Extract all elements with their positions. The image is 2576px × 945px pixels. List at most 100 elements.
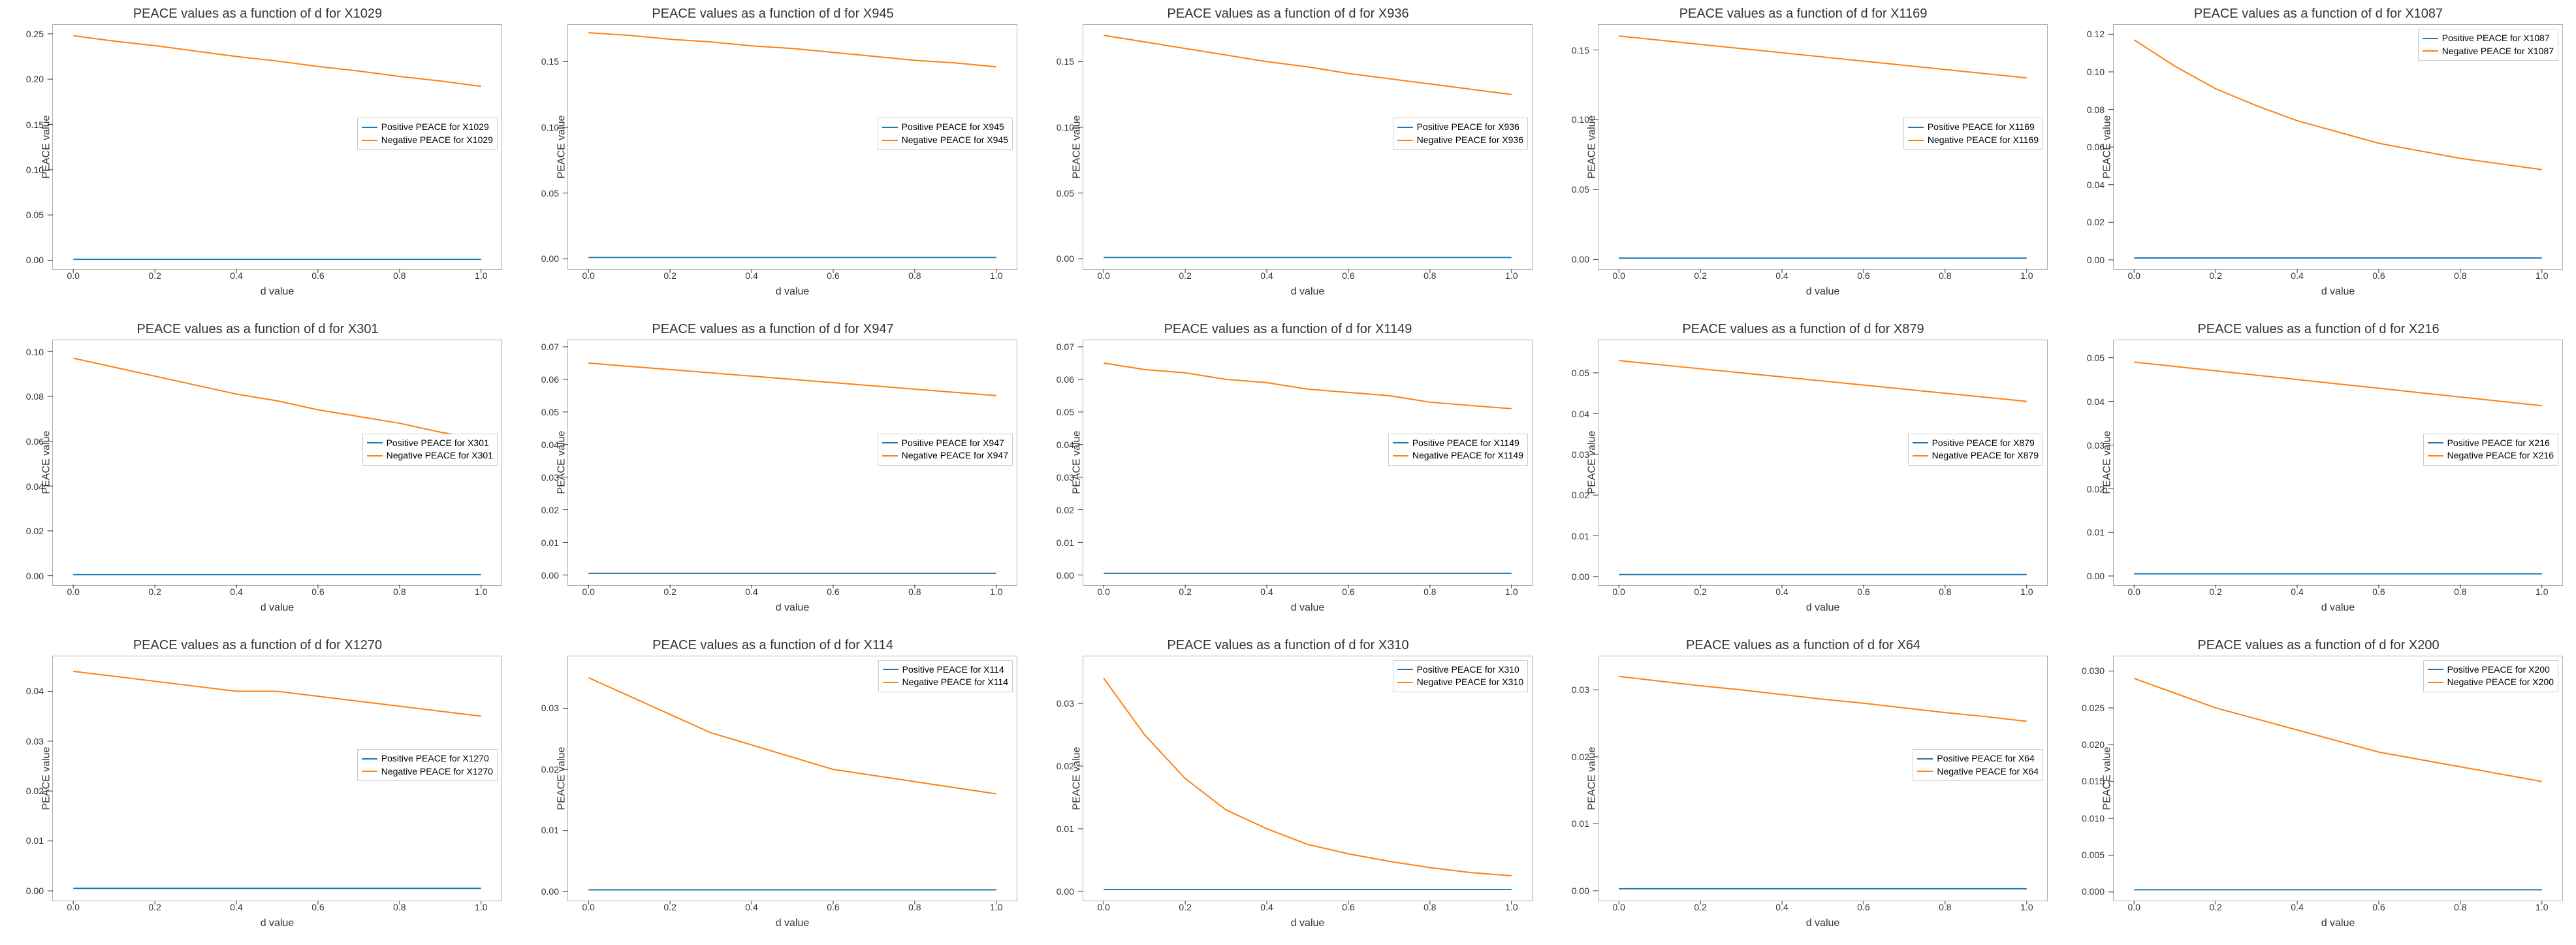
y-tick: 0.05 [541, 407, 559, 417]
legend-row-positive: Positive PEACE for X114 [883, 664, 1008, 677]
x-tick: 0.6 [311, 586, 324, 597]
x-tick: 0.8 [393, 270, 405, 281]
chart-panel-x216: PEACE values as a function of d for X216… [2067, 322, 2569, 618]
y-tick: 0.10 [26, 347, 44, 357]
x-tick: 0.2 [1694, 586, 1706, 597]
y-tick: 0.07 [1057, 342, 1074, 352]
plot-area: PEACE valued value0.00.20.40.60.81.00.00… [1598, 656, 2048, 901]
chart-panel-x945: PEACE values as a function of d for X945… [522, 7, 1024, 302]
x-tick: 0.8 [2454, 902, 2466, 912]
x-axis-label: d value [261, 286, 294, 298]
y-tick: 0.025 [2082, 703, 2105, 713]
chart-panel-x301: PEACE values as a function of d for X301… [7, 322, 509, 618]
y-tick: 0.07 [541, 342, 559, 352]
y-tick: 0.000 [2082, 886, 2105, 897]
legend-label-positive: Positive PEACE for X216 [2447, 437, 2550, 450]
legend-row-negative: Negative PEACE for X1087 [2423, 45, 2554, 58]
x-ticks: 0.00.20.40.60.81.0 [53, 586, 501, 600]
y-axis-label: PEACE value [1071, 746, 1083, 810]
y-tick: 0.00 [26, 886, 44, 896]
x-tick: 0.2 [2209, 586, 2221, 597]
legend-label-negative: Negative PEACE for X1169 [1928, 134, 2039, 147]
y-tick: 0.015 [2082, 776, 2105, 786]
chart-panel-x200: PEACE values as a function of d for X200… [2067, 638, 2569, 934]
x-tick: 0.0 [1612, 586, 1625, 597]
y-tick: 0.010 [2082, 813, 2105, 824]
y-tick: 0.04 [2087, 396, 2105, 407]
legend-row-positive: Positive PEACE for X64 [1917, 752, 2039, 765]
y-tick: 0.05 [26, 210, 44, 220]
legend-label-positive: Positive PEACE for X936 [1417, 121, 1519, 134]
chart-panel-x1149: PEACE values as a function of d for X114… [1037, 322, 1539, 618]
legend-row-positive: Positive PEACE for X1149 [1393, 437, 1523, 450]
y-tick: 0.04 [26, 686, 44, 696]
legend: Positive PEACE for X301Negative PEACE fo… [362, 434, 498, 466]
x-tick: 0.6 [1342, 270, 1354, 281]
legend-label-negative: Negative PEACE for X310 [1417, 676, 1523, 689]
x-tick: 0.8 [393, 586, 405, 597]
legend-swatch-icon [1908, 140, 1924, 141]
legend-label-negative: Negative PEACE for X945 [902, 134, 1008, 147]
legend-swatch-icon [2428, 442, 2443, 443]
chart-grid: PEACE values as a function of d for X102… [7, 7, 2569, 934]
x-tick: 0.0 [1097, 902, 1109, 912]
y-tick: 0.03 [541, 472, 559, 483]
x-tick: 0.0 [2127, 270, 2140, 281]
x-ticks: 0.00.20.40.60.81.0 [2114, 902, 2562, 915]
y-tick: 0.03 [1057, 698, 1074, 709]
legend: Positive PEACE for X200Negative PEACE fo… [2423, 660, 2558, 692]
x-ticks: 0.00.20.40.60.81.0 [1083, 270, 1532, 283]
chart-title: PEACE values as a function of d for X108… [2067, 7, 2569, 22]
chart-title: PEACE values as a function of d for X200 [2067, 638, 2569, 653]
x-tick: 0.0 [67, 270, 79, 281]
legend-row-negative: Negative PEACE for X310 [1397, 676, 1523, 689]
legend: Positive PEACE for X1169Negative PEACE f… [1903, 118, 2043, 150]
legend: Positive PEACE for X114Negative PEACE fo… [878, 660, 1013, 692]
negative-line [73, 359, 481, 440]
x-axis-label: d value [1291, 918, 1325, 929]
negative-line [588, 33, 996, 67]
y-tick: 0.10 [541, 122, 559, 133]
x-tick: 0.0 [582, 270, 594, 281]
plot-area: PEACE valued value0.00.20.40.60.81.00.00… [567, 340, 1017, 585]
x-tick: 0.6 [311, 902, 324, 912]
x-tick: 0.0 [582, 586, 594, 597]
y-tick: 0.12 [2087, 29, 2105, 39]
x-tick: 0.6 [2372, 270, 2385, 281]
x-axis-label: d value [2321, 286, 2355, 298]
legend-label-negative: Negative PEACE for X301 [387, 449, 493, 462]
y-tick: 0.01 [26, 835, 44, 846]
y-tick: 0.08 [26, 391, 44, 402]
legend-row-negative: Negative PEACE for X945 [882, 134, 1008, 147]
legend-row-positive: Positive PEACE for X200 [2428, 664, 2554, 677]
chart-title: PEACE values as a function of d for X301 [7, 322, 509, 337]
y-tick: 0.05 [1057, 188, 1074, 199]
y-tick: 0.02 [1057, 761, 1074, 771]
plot-area: PEACE valued value0.00.20.40.60.81.00.00… [1598, 24, 2048, 270]
x-tick: 0.4 [230, 902, 242, 912]
x-tick: 0.8 [1939, 586, 1951, 597]
y-tick: 0.005 [2082, 850, 2105, 860]
x-tick: 1.0 [990, 902, 1002, 912]
legend-row-positive: Positive PEACE for X216 [2428, 437, 2554, 450]
legend-label-positive: Positive PEACE for X114 [902, 664, 1004, 677]
y-tick: 0.15 [26, 120, 44, 130]
y-tick: 0.15 [1572, 45, 1589, 56]
x-tick: 0.8 [1939, 270, 1951, 281]
x-tick: 0.2 [148, 270, 161, 281]
y-tick: 0.00 [1057, 253, 1074, 264]
x-tick: 0.2 [1179, 270, 1191, 281]
legend-swatch-icon [1397, 682, 1413, 683]
x-tick: 0.4 [230, 270, 242, 281]
legend-row-positive: Positive PEACE for X1270 [362, 752, 493, 765]
legend-label-positive: Positive PEACE for X64 [1937, 752, 2034, 765]
plot-area: PEACE valued value0.00.20.40.60.81.00.00… [2113, 340, 2563, 585]
legend: Positive PEACE for X1029Negative PEACE f… [357, 118, 498, 150]
negative-line [2134, 362, 2541, 406]
legend-row-positive: Positive PEACE for X1029 [362, 121, 493, 134]
x-tick: 0.4 [1260, 902, 1273, 912]
y-axis-label: PEACE value [556, 746, 567, 810]
chart-panel-x879: PEACE values as a function of d for X879… [1552, 322, 2054, 618]
plot-area: PEACE valued value0.00.20.40.60.81.00.00… [52, 24, 502, 270]
legend: Positive PEACE for X1149Negative PEACE f… [1388, 434, 1528, 466]
